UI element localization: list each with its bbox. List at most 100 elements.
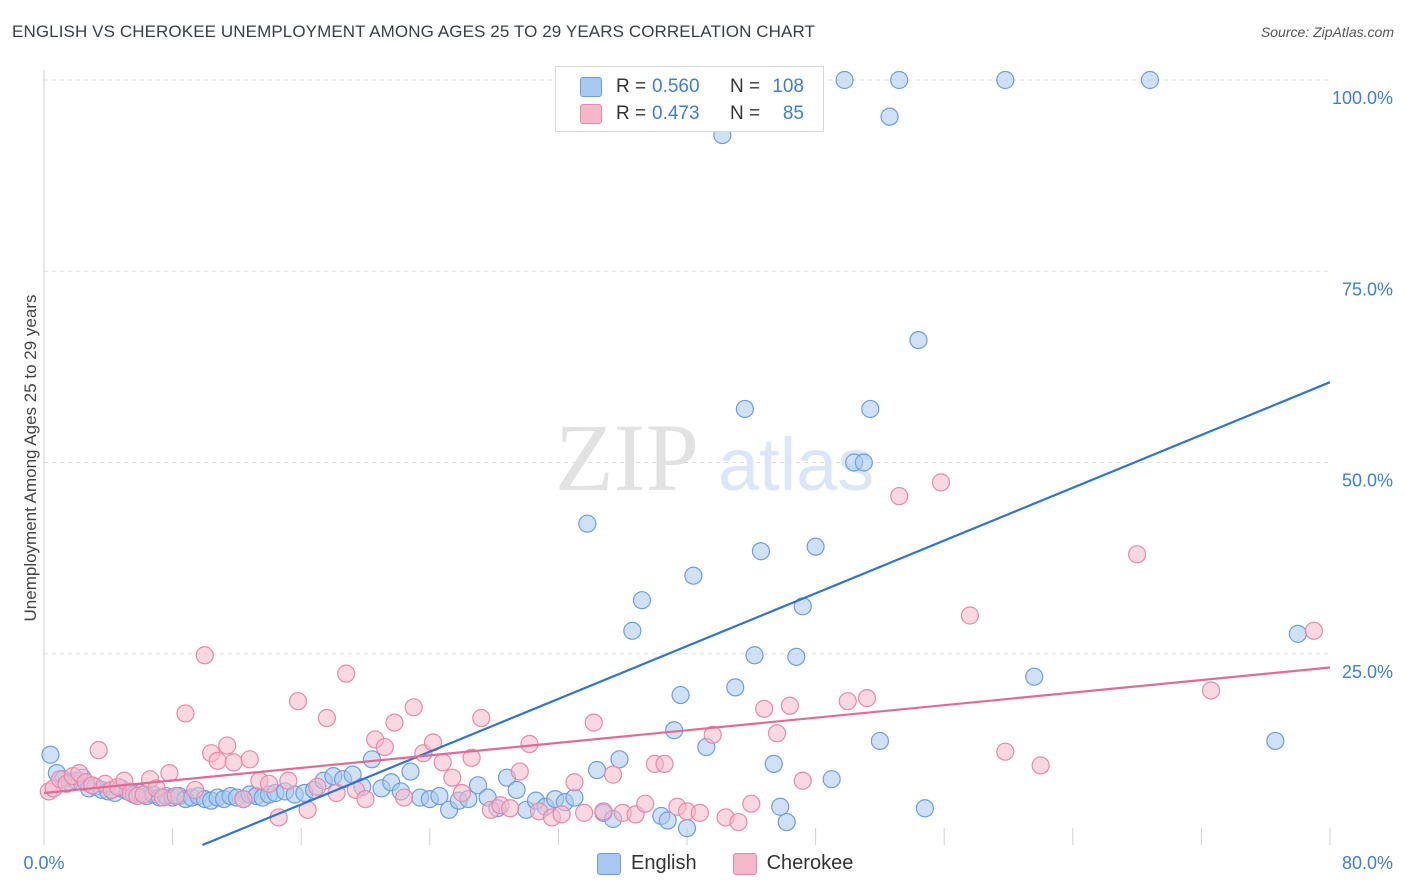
cherokee-trend-line [43,666,1331,795]
x-tick-label: 80.0% [1342,853,1393,873]
english-point [745,646,764,665]
cherokee-point [166,786,185,806]
cherokee-point [176,704,195,723]
cherokee-point [857,689,877,708]
cherokee-point [703,725,722,744]
cherokee-point [279,771,298,790]
cherokee-point [356,789,375,809]
english-swatch [580,77,602,97]
cherokee-r-value: 0.473 [652,103,700,124]
cherokee-point [160,763,179,783]
english-point [610,750,629,769]
y-tick-label: 50.0% [1342,471,1393,491]
cherokee-point [385,713,404,732]
english-point [41,745,60,764]
english-point [658,811,677,830]
n-label: N = [730,76,761,97]
english-point [771,797,790,816]
source-label: Source: ZipAtlas.com [1260,24,1394,40]
cherokee-point [224,753,243,772]
english-point [1140,70,1160,90]
english-point [671,685,690,705]
english-point [1266,731,1285,751]
cherokee-point [1201,681,1221,700]
english-point [996,70,1015,90]
watermark-zip: ZIP [555,404,699,511]
english-point [861,399,880,419]
cherokee-point [259,774,279,793]
cherokee-point [308,777,327,796]
english-point [870,731,890,751]
y-tick-label: 75.0% [1342,279,1393,299]
english-point [430,786,449,806]
english-swatch [597,852,621,875]
english-point [677,819,697,838]
cherokee-point [1304,621,1324,640]
cherokee-point [208,751,227,770]
english-point [632,591,652,610]
cherokee-point [433,753,452,772]
cherokee-point [603,765,623,784]
cherokee-point [575,803,594,822]
english-point [787,647,806,666]
x-tick-label: 0.0% [23,853,64,873]
english-point [835,70,854,90]
cherokee-point [195,646,214,665]
english-point [806,537,825,556]
cherokee-point [218,736,237,755]
cherokee-point [501,799,520,818]
english-point [915,799,935,818]
cherokee-point [1031,756,1050,775]
cherokee-point [767,724,787,743]
cherokee-point [404,698,423,717]
cherokee-point [337,664,356,683]
series-legend: English Cherokee [597,852,889,875]
cherokee-point [552,805,571,824]
cherokee-point [472,708,491,728]
cherokee-point [996,742,1015,761]
english-point [909,331,928,350]
english-point [854,453,873,472]
y-axis-label: Unemployment Among Ages 25 to 29 years [21,295,40,622]
english-trend-line [202,381,1331,847]
cherokee-legend-label: Cherokee [766,852,854,874]
english-point [751,542,771,561]
cherokee-point [742,794,761,813]
cherokee-swatch [732,852,757,875]
cherokee-point [452,783,472,803]
r-label: R = [616,103,647,124]
legend-item-english[interactable]: English [597,852,697,875]
cherokee-point [729,812,748,832]
stats-legend: R = 0.560 N = 108 R = 0.473 N = 85 [555,66,824,132]
y-tick-label: 25.0% [1342,662,1393,682]
cherokee-point [186,780,205,800]
cherokee-point [931,473,951,492]
english-point [890,70,909,90]
english-point [777,812,796,832]
cherokee-point [594,802,613,821]
cherokee-point [510,762,529,781]
cherokee-point [960,606,980,625]
cherokee-swatch [580,104,602,124]
english-point [507,780,526,800]
cherokee-point [690,803,709,822]
english-legend-label: English [631,852,697,874]
legend-item-cherokee[interactable]: Cherokee [732,852,854,875]
cherokee-point [1127,545,1147,564]
cherokee-point [375,737,394,757]
english-point [1025,667,1044,686]
cherokee-point [443,768,462,787]
cherokee-point [890,487,909,506]
r-label: R = [616,76,647,97]
cherokee-point [793,771,812,790]
english-n-value: 108 [772,76,804,97]
chart-title: ENGLISH VS CHEROKEE UNEMPLOYMENT AMONG A… [12,22,816,41]
cherokee-point [838,692,857,711]
cherokee-point [240,750,259,769]
cherokee-point [462,748,481,767]
english-point [468,776,488,795]
cherokee-point [655,754,674,774]
cherokee-n-value: 85 [782,103,804,124]
legend-row-cherokee: R = 0.473 N = 85 [580,102,804,126]
